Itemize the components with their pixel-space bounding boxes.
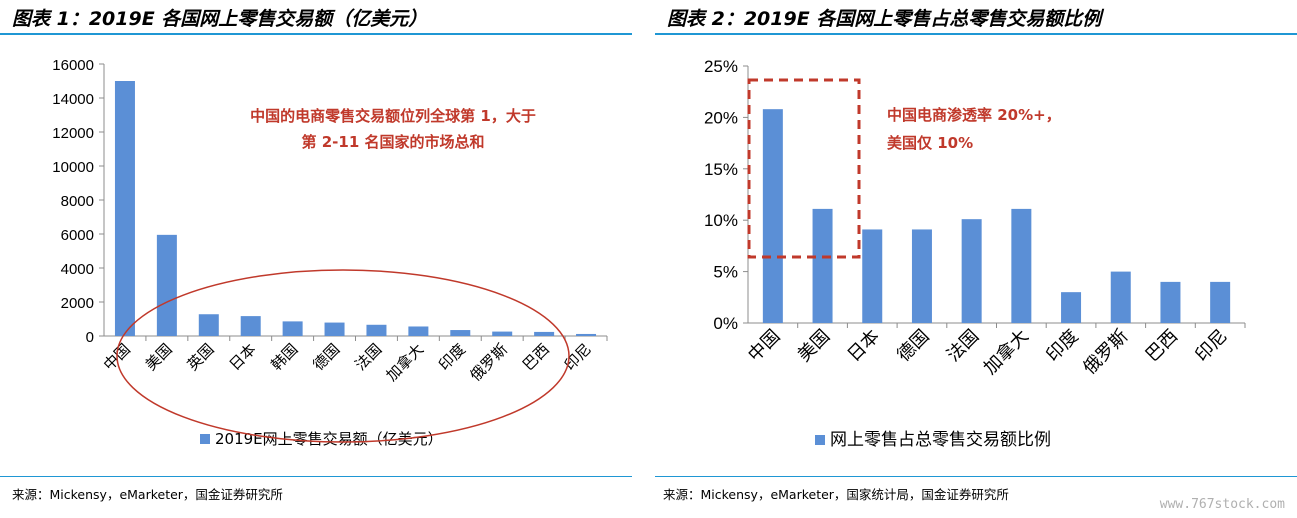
bar [240,316,261,336]
x-tick-label: 巴西 [1142,326,1182,366]
bar [1061,292,1082,323]
annotation-text: 美国仅 10% [887,134,973,152]
y-tick-label: 10000 [52,159,94,176]
y-tick-label: 0% [713,314,738,333]
bar [282,321,303,336]
x-tick-label: 英国 [184,340,218,374]
x-tick-label: 美国 [142,340,176,374]
x-tick-label: 德国 [893,326,933,366]
source-note: 来源：Mickensy，eMarketer，国家统计局，国金证券研究所 [663,487,1009,502]
bar [492,331,513,336]
y-tick-label: 14000 [52,91,94,108]
footer-rule [655,476,1297,477]
x-tick-label: 印度 [435,340,469,374]
x-tick-label: 加拿大 [383,340,428,385]
x-tick-label: 美国 [794,326,834,366]
y-tick-label: 16000 [52,57,94,74]
y-tick-label: 25% [704,57,738,76]
bar [862,229,883,323]
y-tick-label: 5% [713,263,738,282]
legend-swatch [200,434,210,444]
y-tick-label: 4000 [61,261,94,278]
bar [911,229,932,323]
x-tick-label: 印度 [1042,326,1082,366]
x-tick-label: 巴西 [519,340,553,374]
x-tick-label: 法国 [351,340,385,374]
highlight-ellipse [116,269,570,443]
chart-panel-left: 图表 1：2019E 各国网上零售交易额（亿美元） 0 2000 4000 6000 8… [0,0,632,518]
x-tick-label: 日本 [226,340,260,374]
chart-panel-right: 图表 2：2019E 各国网上零售占总零售交易额比例 0% 5% 10% 15% 20%… [655,0,1297,518]
bar [812,208,833,323]
y-tick-label: 15% [704,160,738,179]
y-tick-label: 20% [704,108,738,127]
x-tick-label: 印尼 [1191,326,1231,366]
bar [114,81,135,336]
chart-title: 图表 1：2019E 各国网上零售交易额（亿美元） [12,8,428,30]
y-tick-label: 10% [704,211,738,230]
annotation-text: 中国电商渗透率 20%+， [887,106,1061,124]
highlight-box [747,78,861,259]
bar [1210,281,1231,323]
x-tick-label: 俄罗斯 [1079,326,1132,379]
annotation-text: 中国的电商零售交易额位列全球第 1，大于 [250,107,536,125]
legend-swatch [815,435,825,445]
source-note: 来源：Mickensy，eMarketer，国金证券研究所 [12,487,283,502]
bar [534,331,555,336]
y-tick-label: 0 [86,329,94,346]
bar [324,322,345,336]
x-tick-label: 德国 [309,340,343,374]
bar [366,324,387,336]
bar [1110,271,1131,323]
title-rule [655,33,1297,35]
bar [762,109,783,324]
x-tick-label: 中国 [744,326,784,366]
legend-label: 网上零售占总零售交易额比例 [830,430,1051,450]
y-tick-label: 6000 [61,227,94,244]
footer-rule [0,476,632,477]
bar-chart-retail-volume: 0200040006000800010000120001400016000中国美… [52,57,608,448]
bar [408,326,429,336]
watermark: www.767stock.com [1159,497,1285,512]
bar [961,219,982,323]
title-rule [0,33,632,35]
bar [1160,281,1181,323]
bar [450,330,471,336]
y-tick-label: 2000 [61,295,94,312]
bar [576,333,597,336]
x-tick-label: 俄罗斯 [466,340,511,385]
bar [1011,208,1032,323]
x-tick-label: 法国 [943,326,983,366]
x-tick-label: 韩国 [268,340,302,374]
legend-label: 2019E网上零售交易额（亿美元） [215,430,443,448]
bar [156,234,177,336]
x-tick-label: 日本 [843,326,883,366]
bar [198,314,219,336]
x-tick-label: 加拿大 [979,325,1033,379]
annotation-text: 第 2-11 名国家的市场总和 [302,133,485,151]
chart-title: 图表 2：2019E 各国网上零售占总零售交易额比例 [667,8,1102,30]
y-tick-label: 8000 [61,193,94,210]
y-tick-label: 12000 [52,125,94,142]
